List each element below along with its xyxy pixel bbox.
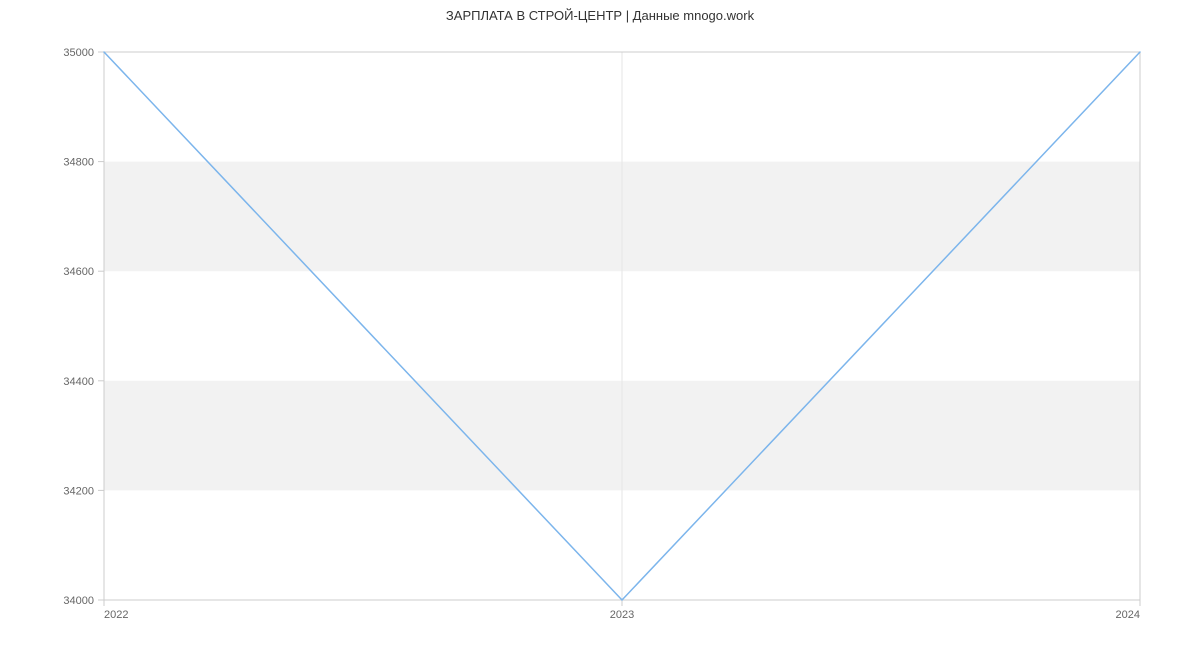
x-tick-label: 2023 <box>610 609 634 621</box>
y-tick-label: 34000 <box>63 595 94 607</box>
chart-svg: 34000 34200 34400 34600 34800 35000 2022 2023 20… <box>0 0 1200 650</box>
x-tick-label: 2024 <box>1116 609 1140 621</box>
salary-line-chart: ЗАРПЛАТА В СТРОЙ-ЦЕНТР | Данные mnogo.wo… <box>0 0 1200 650</box>
y-tick-label: 34400 <box>63 376 94 388</box>
x-tick-label: 2022 <box>104 609 128 621</box>
chart-title: ЗАРПЛАТА В СТРОЙ-ЦЕНТР | Данные mnogo.wo… <box>0 8 1200 23</box>
y-tick-label: 34200 <box>63 485 94 497</box>
y-tick-label: 34600 <box>63 266 94 278</box>
y-tick-label: 35000 <box>63 47 94 59</box>
y-tick-label: 34800 <box>63 157 94 169</box>
